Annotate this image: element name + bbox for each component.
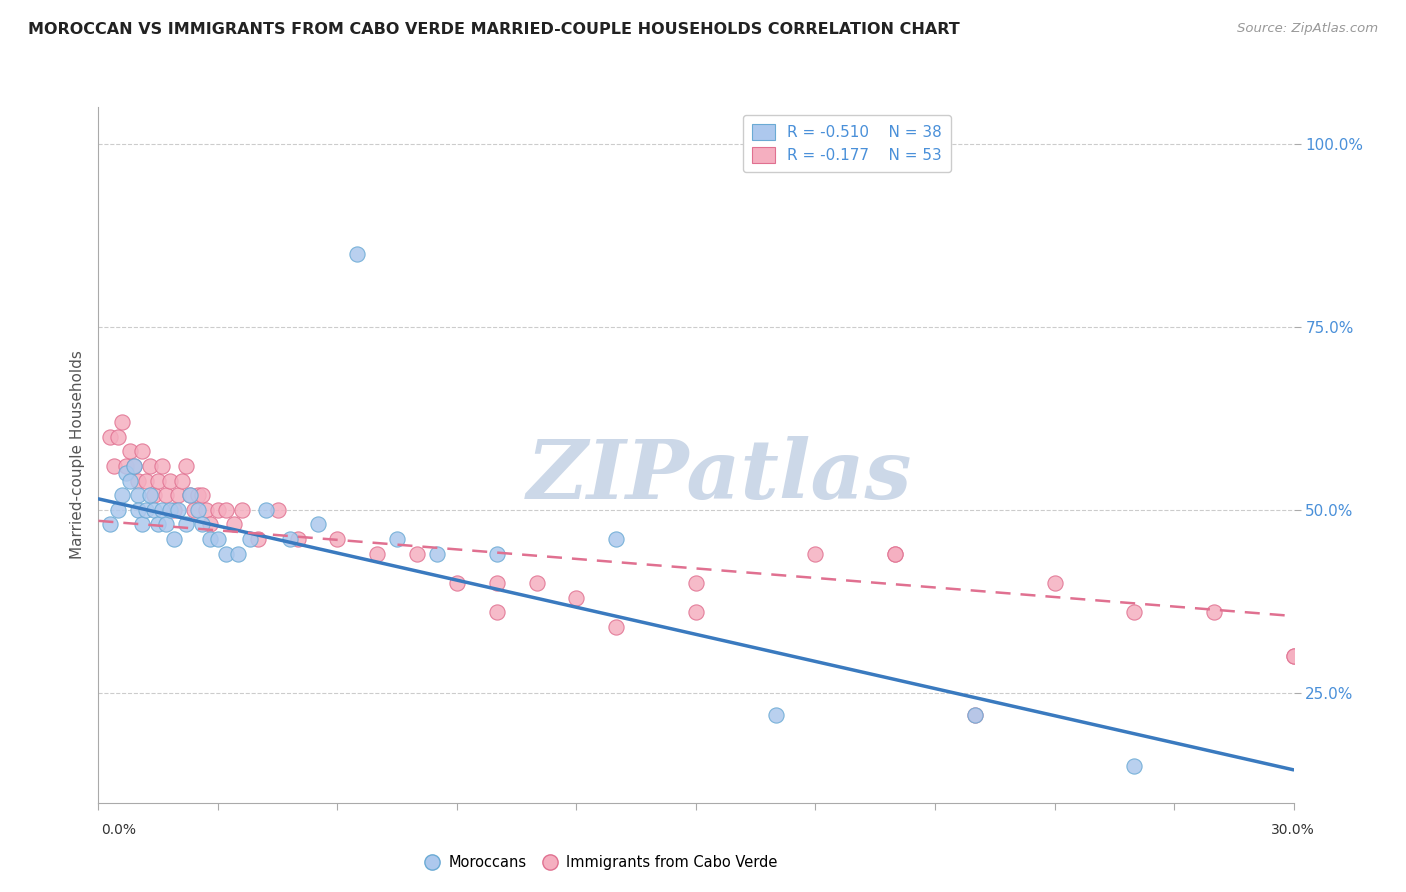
Point [159, 503, 181, 517]
Point [107, 503, 129, 517]
Point [150, 503, 173, 517]
Point [565, 591, 588, 605]
Point [231, 503, 253, 517]
Point [1282, 649, 1305, 664]
Point [485, 547, 508, 561]
Point [884, 547, 907, 561]
Point [131, 517, 153, 532]
Point [143, 503, 166, 517]
Point [191, 488, 214, 502]
Point [685, 576, 707, 591]
Point [115, 467, 138, 481]
Point [98, 429, 122, 443]
Point [155, 488, 177, 502]
Point [194, 503, 218, 517]
Point [120, 474, 142, 488]
Point [963, 707, 986, 722]
Point [124, 458, 146, 473]
Point [1282, 649, 1305, 664]
Point [127, 474, 149, 488]
Point [526, 576, 548, 591]
Point [278, 532, 301, 546]
Point [239, 532, 262, 546]
Point [884, 547, 907, 561]
Point [215, 503, 238, 517]
Point [139, 458, 162, 473]
Text: 30.0%: 30.0% [1271, 823, 1315, 837]
Text: 0.0%: 0.0% [101, 823, 136, 837]
Y-axis label: Married-couple Households: Married-couple Households [69, 351, 84, 559]
Point [366, 547, 388, 561]
Point [131, 444, 153, 458]
Point [1123, 606, 1146, 620]
Point [254, 503, 277, 517]
Point [120, 444, 142, 458]
Point [148, 474, 170, 488]
Point [115, 458, 138, 473]
Point [605, 620, 627, 634]
Point [191, 517, 214, 532]
Point [287, 532, 309, 546]
Point [1202, 606, 1225, 620]
Point [111, 415, 134, 429]
Point [163, 503, 186, 517]
Text: MOROCCAN VS IMMIGRANTS FROM CABO VERDE MARRIED-COUPLE HOUSEHOLDS CORRELATION CHA: MOROCCAN VS IMMIGRANTS FROM CABO VERDE M… [28, 22, 960, 37]
Point [179, 488, 201, 502]
Point [139, 488, 162, 502]
Point [187, 488, 209, 502]
Point [485, 576, 508, 591]
Point [198, 517, 221, 532]
Point [187, 503, 209, 517]
Point [148, 517, 170, 532]
Point [124, 458, 146, 473]
Point [307, 517, 329, 532]
Point [143, 488, 166, 502]
Legend: Moroccans, Immigrants from Cabo Verde: Moroccans, Immigrants from Cabo Verde [418, 849, 783, 876]
Point [107, 429, 129, 443]
Point [167, 503, 190, 517]
Point [406, 547, 429, 561]
Point [346, 246, 368, 260]
Point [183, 503, 205, 517]
Point [159, 474, 181, 488]
Point [326, 532, 349, 546]
Point [103, 458, 125, 473]
Point [150, 458, 173, 473]
Point [111, 488, 134, 502]
Point [1123, 759, 1146, 773]
Point [267, 503, 290, 517]
Point [135, 503, 157, 517]
Point [804, 547, 827, 561]
Point [167, 488, 190, 502]
Point [98, 517, 122, 532]
Point [246, 532, 269, 546]
Point [215, 547, 238, 561]
Point [226, 547, 249, 561]
Point [605, 532, 627, 546]
Point [198, 532, 221, 546]
Point [765, 707, 787, 722]
Point [207, 532, 229, 546]
Point [155, 517, 177, 532]
Point [172, 474, 194, 488]
Point [174, 517, 197, 532]
Point [222, 517, 245, 532]
Point [163, 532, 186, 546]
Point [446, 576, 468, 591]
Point [963, 707, 986, 722]
Point [127, 488, 149, 502]
Point [207, 503, 229, 517]
Point [127, 503, 149, 517]
Point [1043, 576, 1066, 591]
Point [179, 488, 201, 502]
Point [426, 547, 449, 561]
Point [485, 606, 508, 620]
Point [174, 458, 197, 473]
Text: Source: ZipAtlas.com: Source: ZipAtlas.com [1237, 22, 1378, 36]
Point [385, 532, 409, 546]
Point [135, 474, 157, 488]
Point [685, 606, 707, 620]
Text: ZIPatlas: ZIPatlas [527, 436, 912, 516]
